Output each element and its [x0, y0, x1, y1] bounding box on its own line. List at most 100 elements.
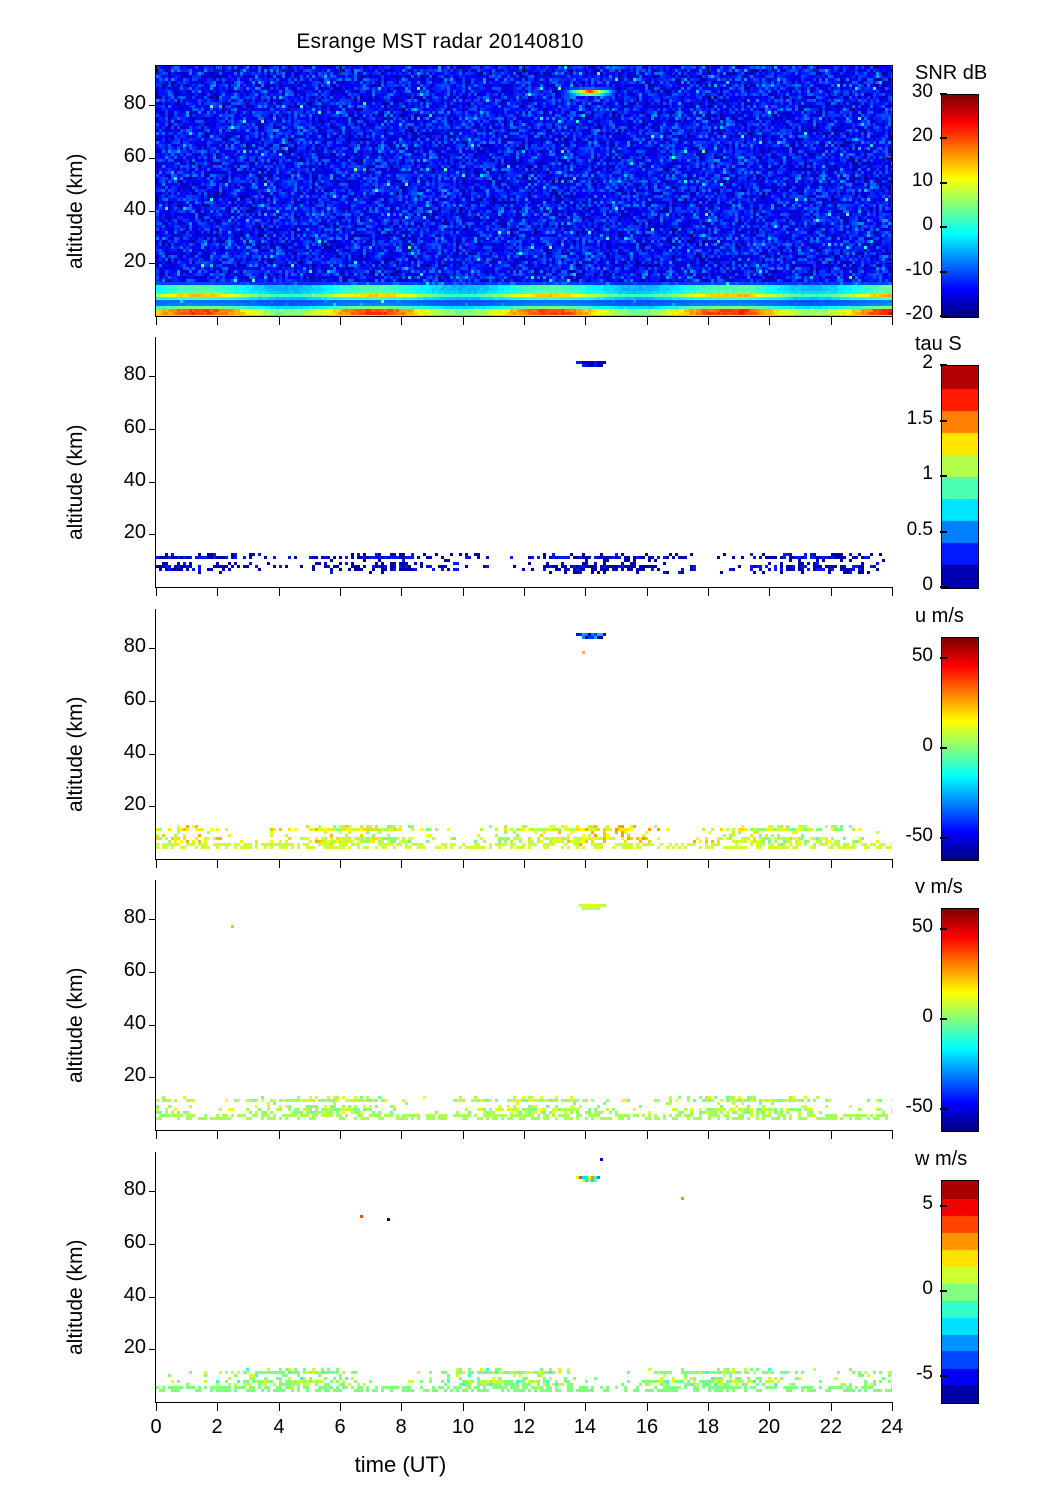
x-tick-v-22 — [831, 1131, 832, 1139]
colorbar-tick-u-0 — [940, 837, 947, 839]
y-tick-u-80 — [149, 648, 156, 649]
colorbar-tick-tau-3 — [940, 420, 947, 422]
x-tick-snr-4 — [279, 317, 280, 325]
x-tick-u-6 — [340, 860, 341, 868]
colorbar-gradient-snr — [941, 94, 979, 318]
heatmap-w — [156, 1152, 892, 1402]
x-tick-u-12 — [524, 860, 525, 868]
x-tick-snr-18 — [708, 317, 709, 325]
x-tick-top-22 — [831, 66, 832, 73]
panel-v — [156, 880, 892, 1130]
x-tick-tau-22 — [831, 588, 832, 596]
panel-right-line-snr — [892, 65, 893, 317]
x-tick-v-12 — [524, 1131, 525, 1139]
x-tick-w-14 — [585, 1403, 586, 1411]
y-tick-w-80 — [149, 1191, 156, 1192]
colorbar-tick-label-u-2: 50 — [911, 645, 933, 666]
x-tick-w-22 — [831, 1403, 832, 1411]
colorbar-tick-u-2 — [940, 657, 947, 659]
x-tick-tau-24 — [892, 588, 893, 596]
y-tick-inner-right-40 — [886, 211, 892, 212]
y-tick-label-tau-40: 40 — [123, 469, 146, 491]
x-tick-u-0 — [156, 860, 157, 868]
x-tick-label-24: 24 — [880, 1416, 904, 1438]
colorbar-v — [941, 908, 979, 1132]
panel-snr — [156, 66, 892, 316]
x-axis-title: time (UT) — [354, 1452, 447, 1477]
colorbar-tick-snr-0 — [940, 315, 947, 317]
y-axis-title-snr: altitude (km) — [64, 153, 87, 269]
y-tick-label-v-20: 20 — [123, 1064, 146, 1086]
x-tick-tau-0 — [156, 588, 157, 596]
colorbar-gradient-w — [941, 1180, 979, 1404]
colorbar-tick-label-u-0: -50 — [905, 825, 933, 846]
x-tick-label-14: 14 — [573, 1416, 597, 1438]
colorbar-tick-w-0 — [940, 1375, 947, 1377]
y-tick-v-60 — [149, 972, 156, 973]
x-tick-label-2: 2 — [211, 1416, 223, 1438]
y-tick-label-v-40: 40 — [123, 1012, 146, 1034]
colorbar-title-w: w m/s — [915, 1148, 968, 1170]
colorbar-tick-label-v-2: 50 — [911, 916, 933, 937]
x-tick-top-24 — [892, 66, 893, 73]
colorbar-tick-snr-4 — [940, 137, 947, 139]
x-tick-v-2 — [217, 1131, 218, 1139]
colorbar-tick-tau-4 — [940, 364, 947, 366]
y-tick-snr-20 — [149, 263, 156, 264]
x-tick-snr-8 — [401, 317, 402, 325]
colorbar-tick-u-1 — [940, 747, 947, 749]
colorbar-u — [941, 637, 979, 861]
y-tick-u-40 — [149, 754, 156, 755]
x-tick-u-22 — [831, 860, 832, 868]
y-axis-title-w: altitude (km) — [64, 1239, 87, 1355]
colorbar-tick-v-1 — [940, 1018, 947, 1020]
x-tick-v-6 — [340, 1131, 341, 1139]
y-tick-v-80 — [149, 919, 156, 920]
x-tick-snr-0 — [156, 317, 157, 325]
x-tick-w-4 — [279, 1403, 280, 1411]
x-tick-u-24 — [892, 860, 893, 868]
colorbar-tick-tau-0 — [940, 586, 947, 588]
x-tick-label-20: 20 — [757, 1416, 781, 1438]
colorbar-title-snr: SNR dB — [915, 62, 988, 84]
y-tick-snr-60 — [149, 158, 156, 159]
y-tick-label-snr-80: 80 — [123, 92, 146, 114]
x-tick-snr-20 — [769, 317, 770, 325]
y-tick-v-40 — [149, 1025, 156, 1026]
x-tick-snr-10 — [463, 317, 464, 325]
y-tick-label-v-60: 60 — [123, 959, 146, 981]
x-tick-u-10 — [463, 860, 464, 868]
y-tick-tau-20 — [149, 534, 156, 535]
y-axis-line-u — [155, 609, 156, 860]
colorbar-tick-label-v-1: 0 — [922, 1006, 933, 1027]
y-axis-line-snr — [155, 66, 156, 317]
x-tick-tau-20 — [769, 588, 770, 596]
x-tick-top-16 — [647, 66, 648, 73]
colorbar-title-tau: tau S — [915, 333, 962, 355]
colorbar-tick-w-1 — [940, 1290, 947, 1292]
y-tick-label-w-40: 40 — [123, 1284, 146, 1306]
x-tick-snr-14 — [585, 317, 586, 325]
page-title: Esrange MST radar 20140810 — [296, 30, 584, 53]
colorbar-title-u: u m/s — [915, 605, 964, 627]
y-tick-label-v-80: 80 — [123, 906, 146, 928]
x-tick-v-20 — [769, 1131, 770, 1139]
x-tick-tau-2 — [217, 588, 218, 596]
colorbar-tick-v-0 — [940, 1108, 947, 1110]
y-tick-w-20 — [149, 1349, 156, 1350]
x-tick-tau-8 — [401, 588, 402, 596]
x-tick-v-14 — [585, 1131, 586, 1139]
x-tick-u-18 — [708, 860, 709, 868]
x-tick-label-16: 16 — [635, 1416, 659, 1438]
y-tick-tau-40 — [149, 482, 156, 483]
colorbar-tick-label-snr-4: 20 — [911, 125, 933, 146]
colorbar-tick-label-w-2: 5 — [922, 1193, 933, 1214]
x-tick-top-20 — [769, 66, 770, 73]
colorbar-tick-label-w-1: 0 — [922, 1278, 933, 1299]
y-axis-title-v: altitude (km) — [64, 967, 87, 1083]
x-tick-w-16 — [647, 1403, 648, 1411]
y-tick-label-snr-20: 20 — [123, 250, 146, 272]
colorbar-tick-label-tau-0: 0 — [922, 574, 933, 595]
colorbar-tick-label-snr-0: -20 — [905, 303, 933, 324]
x-tick-v-10 — [463, 1131, 464, 1139]
